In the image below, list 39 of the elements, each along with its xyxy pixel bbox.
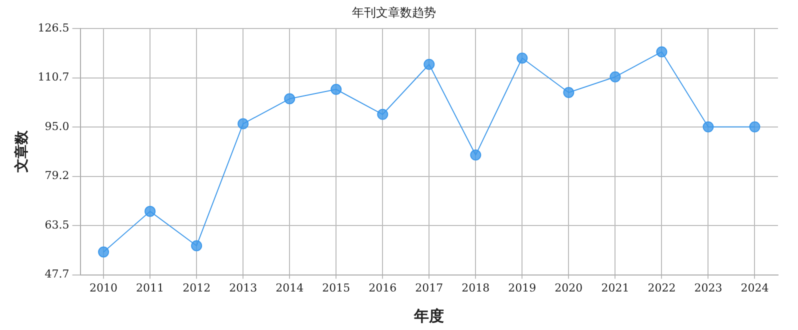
x-tick-label: 2021 xyxy=(601,281,630,294)
x-tick-label: 2022 xyxy=(648,281,676,294)
point xyxy=(749,121,760,132)
x-tick-label: 2019 xyxy=(508,281,536,294)
point xyxy=(284,93,296,104)
y-tick-label: 47.7 xyxy=(44,268,70,281)
point xyxy=(330,84,342,95)
point xyxy=(656,46,668,58)
y-tick-label: 95.0 xyxy=(44,120,70,133)
point xyxy=(470,150,482,161)
y-tick-label: 63.5 xyxy=(44,218,70,232)
x-tick-label: 2020 xyxy=(554,281,583,294)
x-tick-label: 2024 xyxy=(740,281,769,294)
x-tick-label: 2016 xyxy=(368,281,397,294)
x-tick-label: 2011 xyxy=(136,281,164,294)
chart-title: 年刊文章数趋势 xyxy=(352,5,436,20)
y-tick-label: 110.7 xyxy=(38,70,70,84)
y-tick-label: 79.2 xyxy=(44,169,70,182)
x-tick-label: 2018 xyxy=(462,281,490,294)
x-axis-title: 年度 xyxy=(413,306,444,325)
y-tick-label: 126.5 xyxy=(38,21,70,34)
point xyxy=(424,58,435,70)
point xyxy=(98,246,110,258)
point xyxy=(144,206,156,217)
x-tick-label: 2012 xyxy=(182,281,211,294)
point xyxy=(563,87,574,98)
x-tick-label: 2015 xyxy=(322,281,350,294)
point xyxy=(702,121,714,132)
point xyxy=(610,71,621,82)
point xyxy=(377,108,388,120)
x-tick-label: 2023 xyxy=(694,281,722,294)
point xyxy=(191,240,202,252)
x-tick-label: 2014 xyxy=(276,281,304,294)
x-tick-label: 2010 xyxy=(90,281,118,294)
x-tick-label: 2013 xyxy=(229,281,258,294)
x-tick-label: 2017 xyxy=(415,281,444,294)
point xyxy=(516,52,528,64)
y-axis-title: 文章数 xyxy=(13,130,30,174)
point xyxy=(238,118,249,130)
